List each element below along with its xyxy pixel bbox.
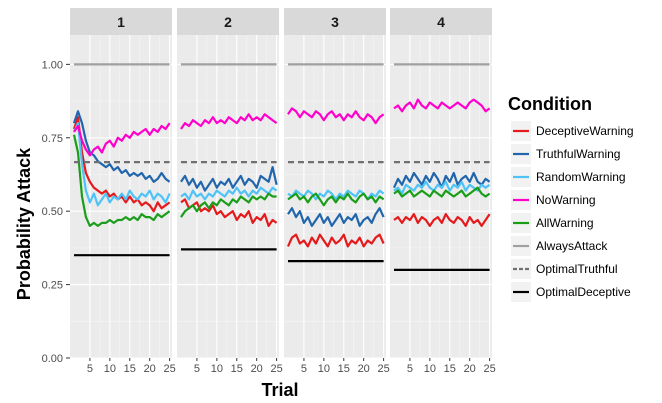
series-line-truthfulwarning bbox=[287, 207, 385, 227]
x-axis-title: Trial bbox=[261, 380, 298, 400]
panel-3: 3 5 10 15 20 25 bbox=[284, 8, 390, 375]
y-tick-label: 0.50 bbox=[42, 206, 63, 218]
legend-title: Condition bbox=[508, 94, 592, 114]
legend-label: OptimalDeceptive bbox=[536, 285, 631, 299]
y-tick-label: 1.00 bbox=[42, 59, 63, 71]
series-line-deceptivewarning bbox=[286, 233, 385, 248]
panel-strip bbox=[177, 8, 279, 35]
legend-label: AlwaysAttack bbox=[536, 239, 608, 253]
panel-background bbox=[177, 35, 279, 358]
series-line-nowarning bbox=[393, 98, 491, 113]
legend-item-truthfulwarning: TruthfulWarning bbox=[511, 144, 620, 164]
panel-strip-label: 1 bbox=[117, 14, 125, 30]
series-line-allwarning bbox=[180, 192, 277, 218]
x-tick-label: 10 bbox=[318, 363, 330, 375]
y-axis-title: Probability Attack bbox=[14, 147, 34, 300]
x-tick-label: 25 bbox=[270, 363, 282, 375]
panel-strip-label: 2 bbox=[224, 14, 232, 30]
y-axis: 0.00 0.25 0.50 0.75 1.00 bbox=[42, 59, 70, 365]
panel-1: 15 10 15 20 25 bbox=[70, 8, 176, 375]
legend-label: TruthfulWarning bbox=[536, 147, 620, 161]
x-tick-label: 20 bbox=[251, 363, 263, 375]
legend-label: DeceptiveWarning bbox=[536, 124, 634, 138]
panel-4: 4 5 10 15 20 25 bbox=[390, 8, 496, 375]
x-tick-label: 10 bbox=[211, 363, 223, 375]
series-line-nowarning bbox=[73, 122, 171, 157]
panel-strip bbox=[390, 8, 492, 35]
x-tick-label: 25 bbox=[483, 363, 495, 375]
legend-item-nowarning: NoWarning bbox=[511, 190, 596, 210]
x-tick-label: 20 bbox=[144, 363, 156, 375]
x-tick-label: 10 bbox=[424, 363, 436, 375]
legend-item-optimaltruthful: OptimalTruthful bbox=[511, 259, 618, 279]
series-line-randomwarning bbox=[180, 186, 278, 201]
x-tick-label: 5 bbox=[194, 363, 200, 375]
legend-label: RandomWarning bbox=[536, 170, 626, 184]
series-line-nowarning bbox=[180, 113, 278, 130]
panel-strip-label: 4 bbox=[437, 14, 445, 30]
x-tick-label: 15 bbox=[124, 363, 136, 375]
legend-label: NoWarning bbox=[536, 193, 596, 207]
legend-item-alwaysattack: AlwaysAttack bbox=[511, 236, 608, 256]
legend-item-optimaldeceptive: OptimalDeceptive bbox=[511, 282, 631, 302]
x-tick-label: 15 bbox=[231, 363, 243, 375]
panel-strip-label: 3 bbox=[331, 14, 339, 30]
x-tick-label: 20 bbox=[464, 363, 476, 375]
x-tick-label: 15 bbox=[338, 363, 350, 375]
series-line-allwarning bbox=[287, 192, 385, 207]
x-tick-label: 5 bbox=[407, 363, 413, 375]
legend-item-deceptivewarning: DeceptiveWarning bbox=[511, 121, 634, 141]
series-line-allwarning bbox=[72, 134, 171, 227]
x-tick-label: 25 bbox=[163, 363, 175, 375]
x-tick-label: 5 bbox=[87, 363, 93, 375]
x-tick-label: 10 bbox=[104, 363, 116, 375]
series-line-deceptivewarning bbox=[393, 213, 491, 227]
legend: Condition DeceptiveWarning TruthfulWarnin… bbox=[508, 94, 634, 302]
series-line-allwarning bbox=[393, 186, 491, 198]
series-line-deceptivewarning bbox=[72, 116, 171, 213]
series-line-randomwarning bbox=[72, 121, 171, 207]
legend-item-randomwarning: RandomWarning bbox=[511, 167, 626, 187]
y-tick-label: 0.00 bbox=[42, 353, 63, 365]
legend-label: OptimalTruthful bbox=[536, 262, 618, 276]
panel-strip bbox=[70, 8, 172, 35]
series-line-truthfulwarning bbox=[180, 166, 278, 192]
x-tick-label: 15 bbox=[444, 363, 456, 375]
legend-item-allwarning: AllWarning bbox=[511, 213, 594, 233]
series-line-truthfulwarning bbox=[72, 110, 171, 183]
panel-2: 25 10 15 20 25 bbox=[177, 8, 283, 375]
y-tick-label: 0.25 bbox=[42, 280, 63, 292]
x-tick-label: 5 bbox=[301, 363, 307, 375]
x-tick-label: 20 bbox=[358, 363, 370, 375]
y-tick-label: 0.75 bbox=[42, 133, 63, 145]
series-line-randomwarning bbox=[393, 180, 491, 195]
panel-strip bbox=[284, 8, 386, 35]
series-line-nowarning bbox=[287, 107, 385, 125]
x-tick-label: 25 bbox=[377, 363, 389, 375]
legend-label: AllWarning bbox=[536, 216, 594, 230]
series-line-deceptivewarning bbox=[180, 198, 278, 227]
